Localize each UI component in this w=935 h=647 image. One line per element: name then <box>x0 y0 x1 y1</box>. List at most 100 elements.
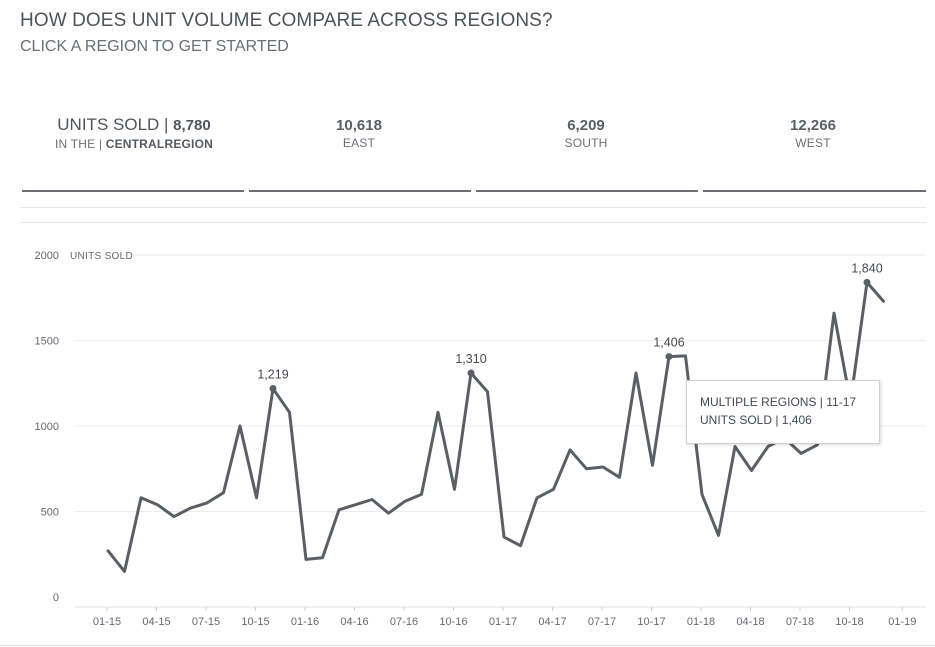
data-point-02-16[interactable] <box>320 555 326 561</box>
kpi-south-region: SOUTH <box>564 136 608 150</box>
kpi-south-value: 6,209 <box>567 117 605 134</box>
kpi-south[interactable]: 6,209 SOUTH <box>476 115 696 150</box>
annotation-label-11-16: 1,310 <box>455 352 486 366</box>
data-point-01-16[interactable] <box>303 556 309 562</box>
x-tick-label-01-19: 01-19 <box>888 616 916 628</box>
data-point-09-18[interactable] <box>831 310 837 316</box>
data-point-12-18[interactable] <box>881 298 887 304</box>
series-line-units-sold[interactable] <box>106 280 885 573</box>
x-tick-label-10-15: 10-15 <box>241 616 269 628</box>
annotation-marker-11-18 <box>863 278 871 286</box>
data-point-05-17[interactable] <box>567 447 573 453</box>
data-point-02-18[interactable] <box>716 532 722 538</box>
x-tick-label-07-15: 07-15 <box>192 616 220 628</box>
y-tick-label-0: 0 <box>53 592 59 604</box>
data-point-10-16[interactable] <box>452 486 458 492</box>
x-tick-label-04-18: 04-18 <box>736 616 764 628</box>
data-point-01-15[interactable] <box>105 548 111 554</box>
annotation-label-11-18: 1,840 <box>851 261 882 275</box>
data-point-03-17[interactable] <box>534 495 540 501</box>
data-point-07-17[interactable] <box>600 464 606 470</box>
kpi-central-caption: IN THE | CENTRALREGION <box>24 137 244 151</box>
x-tick-label-04-15: 04-15 <box>142 616 170 628</box>
kpi-central-bar[interactable] <box>22 190 244 192</box>
x-tick-label-01-18: 01-18 <box>687 616 715 628</box>
annotation-label-11-15: 1,219 <box>257 368 288 382</box>
kpi-south-bar[interactable] <box>476 190 698 192</box>
data-point-08-15[interactable] <box>221 490 227 496</box>
data-point-06-16[interactable] <box>386 510 392 516</box>
kpi-central-value: 8,780 <box>173 117 211 134</box>
kpi-central[interactable]: UNITS SOLD | 8,780 IN THE | CENTRALREGIO… <box>24 115 244 151</box>
kpi-west[interactable]: 12,266 WEST <box>703 115 923 150</box>
data-point-12-16[interactable] <box>485 389 491 395</box>
tooltip: MULTIPLE REGIONS | 11-17 UNITS SOLD | 1,… <box>686 380 880 444</box>
kpi-central-label: UNITS SOLD | <box>57 115 169 134</box>
kpi-east-region: EAST <box>342 136 376 150</box>
y-tick-label-1000: 1000 <box>35 421 59 433</box>
y-axis-title: UNITS SOLD <box>70 251 133 262</box>
y-tick-label-2000: 2000 <box>35 250 59 262</box>
data-point-04-16[interactable] <box>353 502 359 508</box>
data-point-06-15[interactable] <box>188 505 194 511</box>
kpi-central-prefix: IN THE | <box>55 137 103 151</box>
annotation-label-11-17: 1,406 <box>653 336 684 350</box>
kpi-east-bar[interactable] <box>249 190 471 192</box>
data-point-08-17[interactable] <box>617 474 623 480</box>
data-point-06-17[interactable] <box>584 466 590 472</box>
x-tick-label-10-18: 10-18 <box>835 616 863 628</box>
data-point-10-15[interactable] <box>254 495 260 501</box>
data-point-07-15[interactable] <box>204 500 210 506</box>
data-point-05-18[interactable] <box>765 444 771 450</box>
filter-band <box>20 207 926 223</box>
tooltip-line-units: UNITS SOLD | 1,406 <box>700 413 812 427</box>
tooltip-line-region: MULTIPLE REGIONS | 11-17 <box>700 395 857 409</box>
data-point-01-18[interactable] <box>699 491 705 497</box>
data-point-12-17[interactable] <box>683 353 689 359</box>
data-point-04-17[interactable] <box>551 486 557 492</box>
data-point-03-15[interactable] <box>138 495 144 501</box>
data-point-07-16[interactable] <box>402 498 408 504</box>
data-point-08-16[interactable] <box>419 491 425 497</box>
data-point-03-16[interactable] <box>336 507 342 513</box>
annotation-marker-11-17 <box>665 353 673 361</box>
y-tick-label-500: 500 <box>41 507 59 519</box>
kpi-central-region: CENTRALREGION <box>105 137 213 151</box>
x-tick-label-04-16: 04-16 <box>340 616 368 628</box>
kpi-west-value: 12,266 <box>790 117 836 134</box>
x-tick-label-10-17: 10-17 <box>637 616 665 628</box>
annotation-marker-11-16 <box>467 369 475 377</box>
data-point-09-17[interactable] <box>633 370 639 376</box>
kpi-west-bar[interactable] <box>703 190 926 192</box>
data-point-02-17[interactable] <box>518 543 524 549</box>
data-point-05-15[interactable] <box>171 514 177 520</box>
data-point-07-18[interactable] <box>798 450 804 456</box>
annotation-marker-11-15 <box>269 385 277 393</box>
x-tick-label-07-18: 07-18 <box>786 616 814 628</box>
y-tick-label-1500: 1500 <box>35 336 59 348</box>
kpi-east-value: 10,618 <box>336 117 382 134</box>
data-point-09-16[interactable] <box>435 409 441 415</box>
kpi-west-region: WEST <box>795 136 831 150</box>
data-point-03-18[interactable] <box>732 444 738 450</box>
kpi-central-headline: UNITS SOLD | 8,780 <box>24 115 244 135</box>
units-sold-line-chart[interactable]: 0 500 1000 1500 2000 UNITS SOLD 01-15 04-15 07-1… <box>0 240 935 645</box>
x-tick-label-04-17: 04-17 <box>538 616 566 628</box>
data-point-04-15[interactable] <box>155 502 161 508</box>
x-tick-label-10-16: 10-16 <box>439 616 467 628</box>
data-point-12-15[interactable] <box>287 409 293 415</box>
x-tick-label-07-17: 07-17 <box>588 616 616 628</box>
data-point-01-17[interactable] <box>501 534 507 540</box>
x-tick-label-07-16: 07-16 <box>390 616 418 628</box>
bottom-divider <box>0 645 935 646</box>
x-tick-label-01-16: 01-16 <box>291 616 319 628</box>
page-subtitle: CLICK A REGION TO GET STARTED <box>20 38 289 55</box>
data-point-02-15[interactable] <box>122 568 128 574</box>
data-point-05-16[interactable] <box>369 497 375 503</box>
x-tick-label-01-15: 01-15 <box>93 616 121 628</box>
data-point-09-15[interactable] <box>237 423 243 429</box>
page-title: HOW DOES UNIT VOLUME COMPARE ACROSS REGI… <box>20 10 553 31</box>
data-point-10-17[interactable] <box>650 462 656 468</box>
data-point-04-18[interactable] <box>749 467 755 473</box>
kpi-east[interactable]: 10,618 EAST <box>249 115 469 150</box>
